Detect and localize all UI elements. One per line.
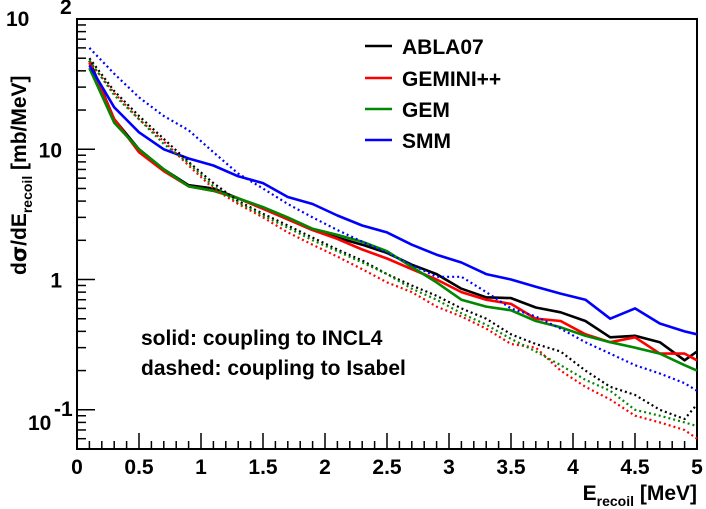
y-axis-title-unit: [mb/MeV] bbox=[8, 75, 31, 175]
series-line-7-dotted bbox=[88, 47, 698, 392]
y-axis-title: dσ/dErecoil [mb/MeV] bbox=[7, 75, 35, 275]
series-line-2-solid bbox=[88, 67, 698, 372]
x-tick-label: 1.5 bbox=[248, 456, 278, 479]
x-tick-label: 3.5 bbox=[496, 456, 526, 479]
x-axis-title-sub: recoil bbox=[597, 493, 634, 509]
legend: ABLA07 GEMINI++ GEM SMM bbox=[365, 36, 501, 153]
x-tick-label: 3 bbox=[443, 456, 455, 479]
x-tick-label: 1 bbox=[195, 456, 207, 479]
y-tick-label: 10 bbox=[39, 139, 62, 162]
legend-label-gemini: GEMINI++ bbox=[402, 68, 501, 91]
x-tick-label: 2 bbox=[319, 456, 331, 479]
series-layer bbox=[88, 47, 698, 440]
legend-label-abla07: ABLA07 bbox=[402, 36, 484, 59]
legend-label-gem: GEM bbox=[402, 99, 450, 122]
x-tick-label: 5 bbox=[691, 456, 703, 479]
y-tick-label-exponent: 2 bbox=[60, 0, 72, 19]
x-tick-label: 2.5 bbox=[372, 456, 402, 479]
y-tick-label: 10 bbox=[28, 412, 51, 435]
x-tick-label: 4 bbox=[567, 456, 579, 479]
y-axis-title-prefix: d bbox=[8, 262, 31, 275]
axis-ticks bbox=[76, 18, 698, 450]
x-axis-title: Erecoil [MeV] bbox=[583, 482, 697, 509]
series-line-5-dotted bbox=[88, 61, 698, 440]
annotation-solid: solid: coupling to INCL4 bbox=[141, 327, 383, 350]
y-axis-title-sub: recoil bbox=[19, 176, 35, 213]
x-tick-label: 0.5 bbox=[124, 456, 154, 479]
annotation-dashed: dashed: coupling to Isabel bbox=[141, 357, 406, 380]
y-tick-label: 1 bbox=[50, 270, 62, 293]
y-axis-title-mid: /dE bbox=[8, 213, 31, 246]
y-axis-title-sigma: σ bbox=[7, 246, 31, 262]
legend-label-smm: SMM bbox=[402, 130, 451, 153]
x-axis-title-main: E bbox=[583, 482, 597, 505]
series-line-6-dotted bbox=[88, 59, 698, 428]
series-line-3-solid bbox=[88, 64, 698, 336]
x-tick-label: 4.5 bbox=[620, 456, 650, 479]
plot-frame bbox=[76, 18, 698, 450]
x-tick-label: 0 bbox=[71, 456, 83, 479]
y-tick-label-exponent: -1 bbox=[54, 398, 73, 421]
x-axis-title-unit: [MeV] bbox=[634, 482, 697, 505]
x-tick-labels: 0 0.5 1 1.5 2 2.5 3 3.5 4 4.5 5 bbox=[71, 456, 703, 479]
y-tick-label: 10 bbox=[6, 8, 29, 31]
series-line-4-dotted bbox=[88, 57, 698, 421]
